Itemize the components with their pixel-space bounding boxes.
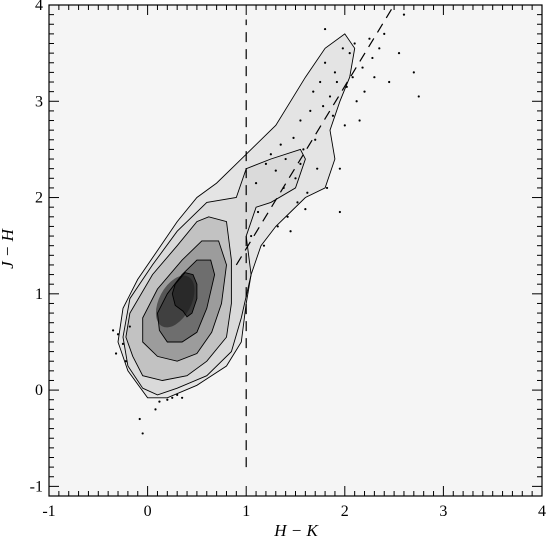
reference-lines [235,5,395,468]
scatter-point [284,157,287,161]
scatter-point [412,71,415,74]
scatter-point [274,169,277,172]
contour-level-2 [157,259,216,343]
scatter-point [333,71,337,74]
scatter-point [368,37,371,40]
scatter-point [114,352,118,355]
scatter-point [166,398,169,401]
scatter-point [171,396,174,399]
plot-background [49,5,542,496]
y-tick-label: 1 [35,286,43,303]
scatter-point [304,208,307,211]
scatter-point [306,191,309,194]
scatter-point [121,342,125,345]
scatter-point [345,85,348,88]
scatter-point [279,143,282,146]
scatter-points [111,13,420,435]
scatter-point [282,186,285,190]
x-tick-labels: -1 0 1 2 3 4 [42,503,546,520]
scatter-point [323,27,327,31]
scatter-point [402,13,406,16]
scatter-point [353,42,356,45]
contour-level-5 [122,148,306,396]
scatter-point [124,360,128,363]
y-tick-label: -1 [30,478,43,495]
scatter-point [378,47,381,50]
scatter-point [289,230,292,233]
scatter-point [250,234,253,238]
scatter-point [256,210,260,214]
scatter-point [355,100,358,103]
y-tick-label: 0 [35,382,43,399]
scatter-point [319,80,322,84]
contour-level-1 [171,272,198,318]
scatter-point [292,136,295,139]
x-tick-label: 3 [439,503,447,520]
scatter-point [322,104,325,108]
scatter-point [296,201,299,204]
scatter-point [299,119,302,122]
x-tick-label: 2 [341,503,349,520]
scatter-point [128,325,131,328]
scatter-point [358,119,361,122]
scatter-point [373,76,376,79]
x-tick-label: 4 [538,503,546,520]
scatter-point [314,138,317,141]
scatter-point [323,61,327,64]
x-axis-title: H − K [273,521,319,540]
scatter-point [397,52,401,55]
scatter-point [328,95,332,98]
scatter-point [286,215,289,218]
y-tick-label: 2 [35,190,43,207]
scatter-point [338,167,341,170]
contour-level-3 [142,240,227,362]
scatter-point [383,32,386,35]
scatter-point [269,153,272,156]
scatter-point [254,182,258,185]
scatter-point [111,329,115,332]
y-axis-title: J − H [0,227,17,269]
scatter-point [294,177,297,180]
scatter-point [302,148,305,151]
scatter-point [325,186,329,190]
scatter-point [264,162,268,165]
x-tick-label: 0 [144,503,152,520]
y-tick-labels: -1 0 1 2 3 4 [30,0,43,495]
scatter-point [309,109,312,113]
scatter-point [262,244,266,247]
scatter-point [331,114,335,117]
scatter-point [361,66,364,69]
contour-level-4 [125,216,232,381]
scatter-point [316,167,319,170]
scatter-point [299,162,302,165]
scatter-point [176,393,179,397]
scatter-point [116,333,120,336]
scatter-point [138,417,141,421]
axis-ticks [48,4,543,497]
x-tick-label: 1 [242,503,250,520]
x-tick-label: -1 [42,503,55,520]
scatter-point [276,225,279,228]
y-tick-label: 4 [35,0,43,14]
scatter-point [141,432,144,435]
scatter-point [351,76,354,79]
density-contours [117,33,356,399]
scatter-point [371,56,374,60]
scatter-point [348,52,351,55]
scatter-point [312,90,315,93]
scatter-point [417,95,420,98]
scatter-point [181,396,184,399]
scatter-point [158,400,161,403]
contour-outer [117,33,356,399]
scatter-point [338,210,341,214]
scatter-point [343,124,346,127]
scatter-point [341,47,344,50]
scatter-point [335,80,339,84]
scatter-point [388,80,391,84]
scatter-point [363,90,366,93]
scatter-point [154,408,157,411]
y-tick-label: 3 [35,93,43,110]
